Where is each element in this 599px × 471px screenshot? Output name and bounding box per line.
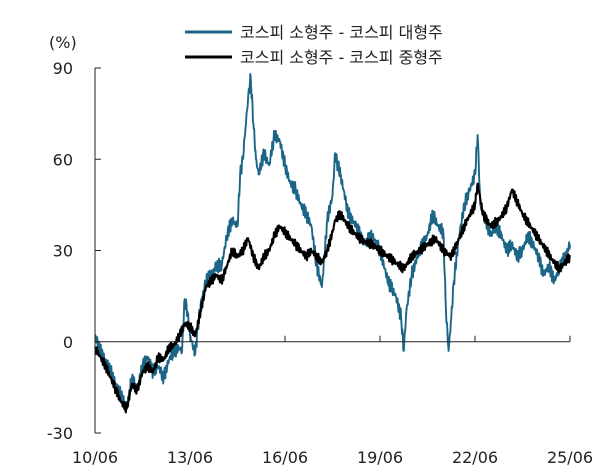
y-tick-label-4: 90 bbox=[53, 59, 73, 78]
x-tick-label-2: 16/06 bbox=[262, 448, 308, 467]
series-line-1 bbox=[94, 182, 571, 414]
x-tick-label-5: 25/06 bbox=[547, 448, 593, 467]
y-tick-label-3: 60 bbox=[53, 150, 73, 169]
series-line-0 bbox=[94, 72, 571, 410]
legend-label-0: 코스피 소형주 - 코스피 대형주 bbox=[240, 23, 443, 42]
legend-label-1: 코스피 소형주 - 코스피 중형주 bbox=[240, 48, 443, 67]
y-tick-label-0: -30 bbox=[47, 424, 73, 443]
x-tick-label-0: 10/06 bbox=[72, 448, 118, 467]
plot-area: -30 0 30 60 90 10/06 13/06 16/06 19/06 22/06 25/06 bbox=[47, 59, 593, 467]
y-tick-label-1: 0 bbox=[63, 333, 73, 352]
x-tick-label-3: 19/06 bbox=[357, 448, 403, 467]
series-layer bbox=[94, 72, 571, 414]
y-tick-label-2: 30 bbox=[53, 242, 73, 261]
y-unit-label: (%) bbox=[49, 33, 77, 52]
axis-layer: -30 0 30 60 90 10/06 13/06 16/06 19/06 22/06 25/06 bbox=[47, 59, 593, 467]
x-tick-label-1: 13/06 bbox=[167, 448, 213, 467]
legend: 코스피 소형주 - 코스피 대형주 코스피 소형주 - 코스피 중형주 bbox=[185, 23, 443, 67]
x-tick-label-4: 22/06 bbox=[452, 448, 498, 467]
